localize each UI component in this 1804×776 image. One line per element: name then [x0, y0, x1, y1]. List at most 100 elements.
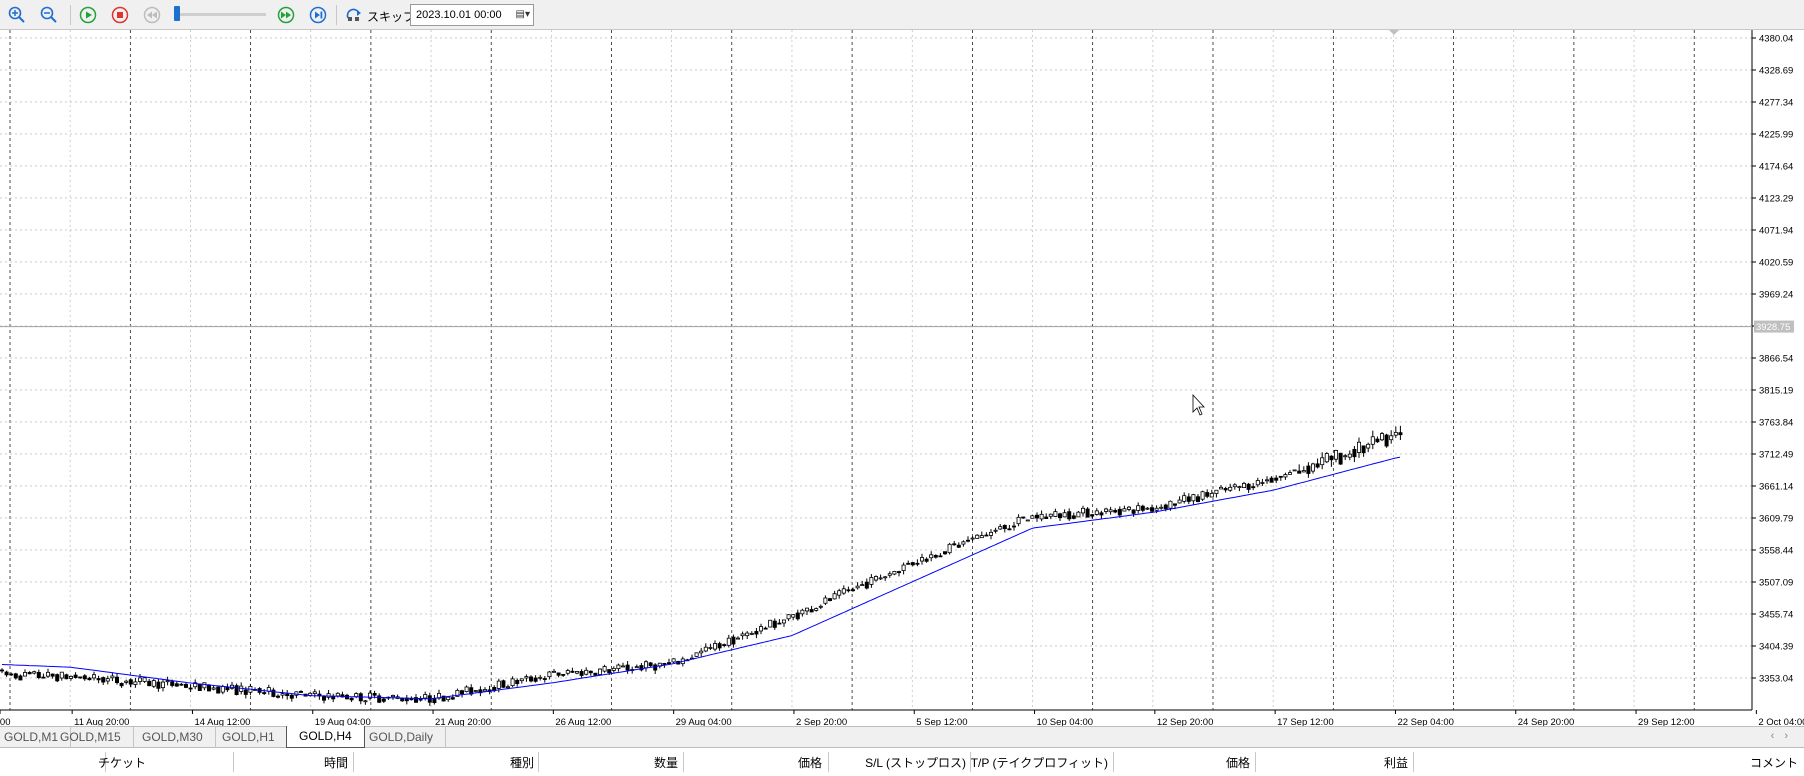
column-header[interactable]: チケット — [97, 756, 146, 770]
time-label: 24 Sep 20:00 — [1518, 717, 1575, 726]
candle-body — [1260, 482, 1265, 484]
price-label: 4123.29 — [1759, 194, 1793, 205]
tab-scroll-arrows-icon[interactable]: ‹› — [1770, 730, 1798, 742]
candle-body — [298, 691, 303, 693]
candle-body — [1324, 453, 1329, 463]
candle-body — [1076, 511, 1081, 518]
candle-body — [46, 671, 51, 677]
candle-body — [1228, 486, 1233, 491]
candle-body — [78, 676, 83, 679]
column-separator[interactable] — [233, 752, 234, 772]
candle-body — [1154, 507, 1159, 511]
step-forward-icon[interactable] — [308, 5, 328, 25]
candle-body — [1016, 516, 1021, 525]
zoom-out-icon[interactable] — [39, 5, 59, 25]
column-separator[interactable] — [683, 752, 684, 772]
price-label: 3404.39 — [1759, 642, 1793, 653]
skip-date-select[interactable]: 2023.10.01 00:00 ▤▾ — [410, 4, 534, 26]
column-separator[interactable] — [828, 752, 829, 772]
candle-body — [625, 664, 630, 671]
speed-slider-thumb[interactable] — [174, 6, 180, 21]
candle-body — [832, 593, 837, 600]
candle-body — [524, 676, 529, 679]
play-icon[interactable] — [78, 5, 98, 25]
candle-body — [147, 680, 152, 687]
column-separator[interactable] — [970, 752, 971, 772]
tab-gold-h1[interactable]: GOLD,H1 — [210, 727, 288, 748]
candle-body — [1122, 508, 1127, 512]
skip-date-value: 2023.10.01 00:00 — [416, 9, 502, 21]
candle-body — [441, 695, 446, 702]
stop-icon[interactable] — [110, 5, 130, 25]
candle-body — [409, 698, 414, 701]
column-header[interactable]: 価格 — [1225, 756, 1250, 770]
price-label: 3763.84 — [1759, 418, 1793, 429]
candle-body — [575, 671, 580, 674]
column-separator[interactable] — [1413, 752, 1414, 772]
column-separator[interactable] — [1113, 752, 1114, 772]
candle-body — [1274, 477, 1279, 481]
candle-body — [363, 700, 368, 703]
tab-gold-h4[interactable]: GOLD,H4 — [286, 726, 365, 748]
column-header[interactable]: S/L (ストップロス) — [865, 756, 966, 770]
candle-body — [234, 685, 239, 695]
tab-gold-m30[interactable]: GOLD,M30 — [130, 727, 216, 748]
tab-gold-m1[interactable]: GOLD,M1 — [0, 727, 72, 748]
column-header[interactable]: 価格 — [797, 756, 822, 770]
candle-body — [418, 698, 423, 701]
zoom-in-icon[interactable] — [7, 5, 27, 25]
candle-body — [64, 674, 69, 680]
candle-body — [777, 622, 782, 625]
column-separator[interactable] — [538, 752, 539, 772]
skip-icon[interactable] — [344, 5, 364, 25]
column-header[interactable]: 数量 — [653, 756, 678, 770]
price-label: 3815.19 — [1759, 386, 1793, 397]
candle-body — [1053, 511, 1058, 517]
calendar-icon[interactable]: ▤▾ — [515, 9, 530, 20]
candle-body — [216, 686, 221, 694]
column-separator[interactable] — [105, 752, 106, 772]
candle-body — [952, 543, 957, 546]
candle-body — [1352, 448, 1357, 458]
candle-body — [1007, 528, 1012, 531]
candle-body — [841, 588, 846, 594]
time-label: 4:00 — [0, 717, 11, 726]
column-header[interactable]: T/P (テイクプロフィット) — [970, 756, 1108, 770]
candle-body — [933, 554, 938, 558]
column-header[interactable]: 利益 — [1383, 756, 1408, 770]
candle-body — [289, 694, 294, 699]
candle-body — [924, 558, 929, 562]
time-label: 19 Aug 04:00 — [315, 717, 371, 726]
candle-body — [970, 537, 975, 540]
candle-body — [759, 626, 764, 632]
candle-body — [165, 680, 170, 683]
candle-body — [1251, 486, 1256, 489]
candle-body — [41, 676, 46, 679]
tab-gold-daily[interactable]: GOLD,Daily — [357, 727, 447, 748]
candle-body — [1140, 505, 1145, 511]
column-header[interactable]: コメント — [1749, 756, 1798, 770]
candle-body — [547, 671, 552, 678]
candle-body — [455, 690, 460, 697]
candle-body — [1085, 508, 1090, 518]
candle-body — [1315, 463, 1320, 468]
candle-body — [170, 681, 175, 686]
candle-body — [906, 562, 911, 565]
fast-forward-icon[interactable] — [276, 5, 296, 25]
candle-body — [892, 571, 897, 575]
price-chart[interactable]: 4380.04 4328.69 4277.34 4225.99 4174.64 4123.… — [0, 30, 1804, 726]
tab-gold-m15[interactable]: GOLD,M15 — [48, 727, 134, 748]
candle-body — [740, 633, 745, 637]
column-separator[interactable] — [1255, 752, 1256, 772]
candle-body — [482, 689, 487, 692]
candle-body — [174, 683, 179, 687]
column-header[interactable]: 時間 — [323, 756, 348, 770]
column-header[interactable]: 種別 — [509, 756, 534, 770]
speed-slider-track[interactable] — [176, 13, 266, 16]
price-label: 4328.69 — [1759, 66, 1793, 77]
candle-body — [782, 619, 787, 624]
time-label: 2 Sep 20:00 — [796, 717, 847, 726]
candle-body — [883, 576, 888, 579]
column-separator[interactable] — [353, 752, 354, 772]
skip-label[interactable]: スキップ — [367, 10, 416, 24]
